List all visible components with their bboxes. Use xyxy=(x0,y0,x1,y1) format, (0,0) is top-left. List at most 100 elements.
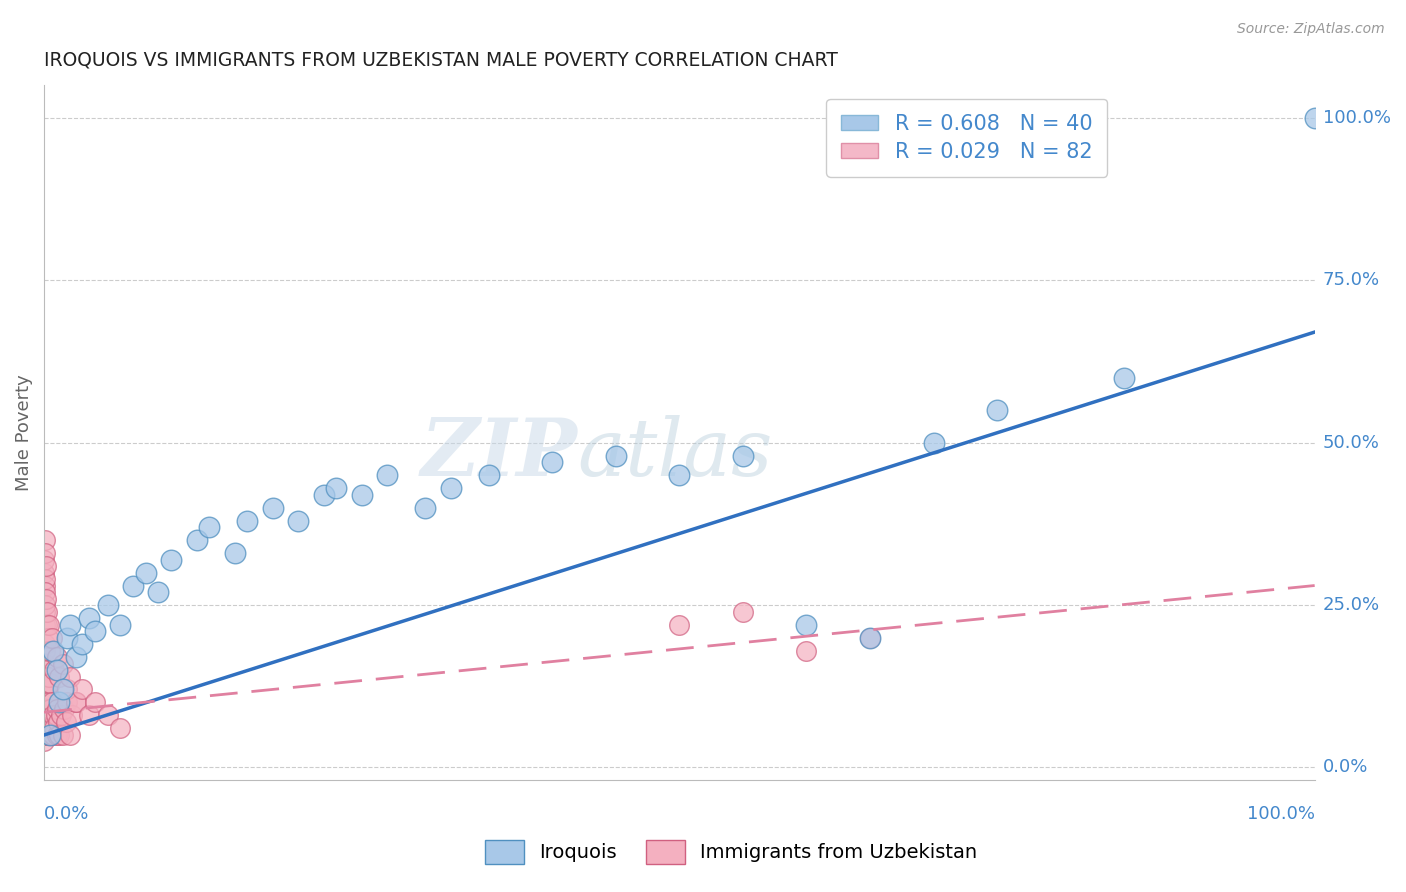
Text: 100.0%: 100.0% xyxy=(1323,109,1391,127)
Point xyxy=(375,468,398,483)
Point xyxy=(859,631,882,645)
Point xyxy=(38,669,60,683)
Point xyxy=(668,617,690,632)
Point xyxy=(56,631,79,645)
Point xyxy=(49,708,72,723)
Point xyxy=(35,728,58,742)
Point xyxy=(34,552,56,566)
Point xyxy=(44,663,66,677)
Point xyxy=(34,708,56,723)
Point xyxy=(605,449,627,463)
Point xyxy=(39,643,62,657)
Point xyxy=(48,728,70,742)
Point xyxy=(796,643,818,657)
Point xyxy=(186,533,208,547)
Point xyxy=(37,702,59,716)
Point xyxy=(325,481,347,495)
Point xyxy=(44,722,66,736)
Point xyxy=(312,487,335,501)
Point xyxy=(34,605,56,619)
Point xyxy=(731,449,754,463)
Point xyxy=(986,403,1008,417)
Point xyxy=(42,728,65,742)
Point xyxy=(45,702,67,716)
Point xyxy=(236,514,259,528)
Text: Source: ZipAtlas.com: Source: ZipAtlas.com xyxy=(1237,22,1385,37)
Point xyxy=(478,468,501,483)
Point xyxy=(45,728,67,742)
Text: 0.0%: 0.0% xyxy=(1323,758,1368,776)
Point xyxy=(668,468,690,483)
Point xyxy=(34,714,56,729)
Point xyxy=(859,631,882,645)
Point xyxy=(34,598,56,612)
Point xyxy=(42,708,65,723)
Point xyxy=(39,676,62,690)
Point xyxy=(45,663,67,677)
Point xyxy=(35,663,58,677)
Legend: R = 0.608   N = 40, R = 0.029   N = 82: R = 0.608 N = 40, R = 0.029 N = 82 xyxy=(827,99,1108,177)
Point xyxy=(97,598,120,612)
Point xyxy=(413,500,436,515)
Point xyxy=(58,728,80,742)
Text: atlas: atlas xyxy=(578,415,773,492)
Point xyxy=(70,637,93,651)
Point xyxy=(56,696,79,710)
Point xyxy=(35,617,58,632)
Point xyxy=(35,591,58,606)
Point xyxy=(37,631,59,645)
Point xyxy=(55,714,77,729)
Point xyxy=(34,722,56,736)
Point xyxy=(37,676,59,690)
Point xyxy=(52,657,75,671)
Point xyxy=(38,696,60,710)
Point xyxy=(350,487,373,501)
Point xyxy=(70,682,93,697)
Point xyxy=(34,578,56,592)
Text: 25.0%: 25.0% xyxy=(1323,596,1381,614)
Point xyxy=(58,669,80,683)
Point xyxy=(35,669,58,683)
Point xyxy=(35,696,58,710)
Point xyxy=(45,708,67,723)
Point xyxy=(34,734,56,748)
Point xyxy=(160,552,183,566)
Point xyxy=(1112,370,1135,384)
Text: IROQUOIS VS IMMIGRANTS FROM UZBEKISTAN MALE POVERTY CORRELATION CHART: IROQUOIS VS IMMIGRANTS FROM UZBEKISTAN M… xyxy=(44,51,838,70)
Point xyxy=(287,514,309,528)
Point xyxy=(135,566,157,580)
Point xyxy=(58,617,80,632)
Point xyxy=(35,714,58,729)
Point xyxy=(34,546,56,560)
Point xyxy=(541,455,564,469)
Point xyxy=(38,722,60,736)
Point xyxy=(110,722,132,736)
Point xyxy=(1303,111,1326,125)
Point xyxy=(77,611,100,625)
Point xyxy=(41,696,63,710)
Point xyxy=(39,728,62,742)
Point xyxy=(922,435,945,450)
Point xyxy=(37,728,59,742)
Point xyxy=(34,696,56,710)
Point xyxy=(731,605,754,619)
Point xyxy=(45,650,67,665)
Point xyxy=(148,585,170,599)
Point xyxy=(77,708,100,723)
Point xyxy=(41,722,63,736)
Point xyxy=(37,682,59,697)
Point xyxy=(48,696,70,710)
Point xyxy=(198,520,221,534)
Point xyxy=(34,676,56,690)
Legend: Iroquois, Immigrants from Uzbekistan: Iroquois, Immigrants from Uzbekistan xyxy=(477,832,986,871)
Point xyxy=(39,702,62,716)
Point xyxy=(34,696,56,710)
Point xyxy=(56,682,79,697)
Text: 50.0%: 50.0% xyxy=(1323,434,1379,451)
Point xyxy=(46,714,69,729)
Point xyxy=(48,669,70,683)
Point xyxy=(53,702,76,716)
Point xyxy=(35,605,58,619)
Point xyxy=(262,500,284,515)
Point xyxy=(65,696,87,710)
